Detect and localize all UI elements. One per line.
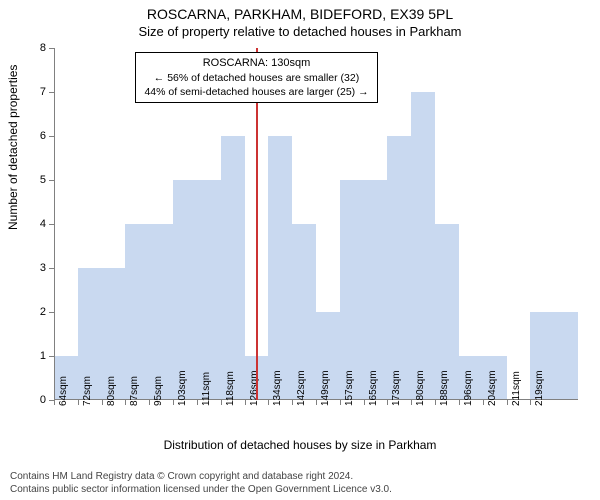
x-tick-label: 149sqm <box>320 370 331 406</box>
y-tick <box>49 92 54 93</box>
y-tick-label: 4 <box>40 218 46 230</box>
y-tick-label: 5 <box>40 174 46 186</box>
bar <box>364 180 388 400</box>
x-tick-label: 196sqm <box>463 370 474 406</box>
x-tick <box>459 400 460 405</box>
x-tick-label: 103sqm <box>177 370 188 406</box>
x-tick-label: 204sqm <box>487 370 498 406</box>
x-tick-label: 219sqm <box>534 370 545 406</box>
y-axis-line <box>54 48 55 400</box>
y-tick <box>49 136 54 137</box>
y-tick-label: 6 <box>40 130 46 142</box>
x-tick <box>387 400 388 405</box>
y-tick-label: 3 <box>40 262 46 274</box>
y-tick <box>49 180 54 181</box>
annotation-title: ROSCARNA: 130sqm <box>144 56 368 71</box>
x-tick <box>245 400 246 405</box>
annotation-box: ROSCARNA: 130sqm ← 56% of detached house… <box>135 52 377 103</box>
y-tick-label: 8 <box>40 42 46 54</box>
footer: Contains HM Land Registry data © Crown c… <box>10 470 392 496</box>
x-tick <box>483 400 484 405</box>
y-tick <box>49 356 54 357</box>
x-tick <box>292 400 293 405</box>
x-tick-label: 64sqm <box>58 376 69 406</box>
x-tick <box>530 400 531 405</box>
x-tick <box>435 400 436 405</box>
x-tick <box>102 400 103 405</box>
x-tick <box>364 400 365 405</box>
x-tick-label: 157sqm <box>344 370 355 406</box>
chart-container: ROSCARNA, PARKHAM, BIDEFORD, EX39 5PL Si… <box>0 0 600 500</box>
x-tick-label: 134sqm <box>272 370 283 406</box>
x-tick <box>221 400 222 405</box>
chart-title-main: ROSCARNA, PARKHAM, BIDEFORD, EX39 5PL <box>0 6 600 22</box>
y-tick <box>49 224 54 225</box>
x-tick-label: 111sqm <box>201 372 212 406</box>
annotation-line1: ← 56% of detached houses are smaller (32… <box>144 71 368 85</box>
bar <box>340 180 364 400</box>
x-tick-label: 211sqm <box>511 371 522 406</box>
bar <box>411 92 435 400</box>
y-tick <box>49 312 54 313</box>
bar <box>197 180 221 400</box>
x-tick-label: 118sqm <box>225 371 236 406</box>
x-tick-label: 180sqm <box>415 370 426 406</box>
x-tick-label: 80sqm <box>106 376 117 406</box>
bar <box>173 180 197 400</box>
plot-area: 012345678 64sqm72sqm80sqm87sqm95sqm103sq… <box>54 48 578 400</box>
x-tick <box>268 400 269 405</box>
bar <box>125 224 149 400</box>
x-tick-label: 173sqm <box>391 370 402 406</box>
annotation-line2: 44% of semi-detached houses are larger (… <box>144 85 368 99</box>
x-tick <box>316 400 317 405</box>
bar <box>554 312 578 400</box>
x-tick-label: 95sqm <box>153 376 164 406</box>
y-tick-label: 1 <box>40 350 46 362</box>
x-tick <box>149 400 150 405</box>
y-axis-label: Number of detached properties <box>6 65 20 230</box>
x-tick-label: 165sqm <box>368 370 379 406</box>
y-tick-label: 2 <box>40 306 46 318</box>
x-tick-label: 87sqm <box>129 376 140 406</box>
bar <box>387 136 411 400</box>
y-tick-label: 7 <box>40 86 46 98</box>
x-tick <box>411 400 412 405</box>
x-tick-label: 72sqm <box>82 376 93 406</box>
x-tick <box>340 400 341 405</box>
x-tick <box>197 400 198 405</box>
chart-title-sub: Size of property relative to detached ho… <box>0 24 600 39</box>
x-tick <box>54 400 55 405</box>
x-tick-label: 142sqm <box>296 370 307 406</box>
bar <box>221 136 245 400</box>
x-tick <box>507 400 508 405</box>
x-axis-label: Distribution of detached houses by size … <box>0 438 600 452</box>
footer-line2: Contains public sector information licen… <box>10 483 392 496</box>
bar <box>149 224 173 400</box>
x-tick <box>78 400 79 405</box>
y-tick <box>49 48 54 49</box>
x-tick <box>125 400 126 405</box>
x-tick-label: 188sqm <box>439 370 450 406</box>
x-tick <box>173 400 174 405</box>
y-tick-label: 0 <box>40 394 46 406</box>
y-tick <box>49 268 54 269</box>
bar <box>268 136 292 400</box>
footer-line1: Contains HM Land Registry data © Crown c… <box>10 470 392 483</box>
